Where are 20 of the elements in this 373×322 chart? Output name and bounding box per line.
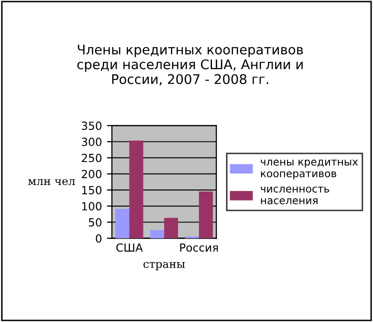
y-tick-label: 100 bbox=[82, 202, 102, 210]
y-tick-label: 300 bbox=[82, 138, 102, 146]
y-tick-label: 250 bbox=[82, 154, 102, 162]
y-tick-label: 200 bbox=[82, 170, 102, 178]
y-tick-label: 150 bbox=[82, 186, 102, 194]
bar bbox=[115, 208, 130, 238]
chart-title: Члены кредитных кооперативов среди населения США, Англии и России, 2007 - 2008 гг. bbox=[77, 44, 303, 86]
x-axis-title: страны bbox=[143, 262, 185, 270]
y-tick-label: 0 bbox=[96, 234, 102, 243]
bar bbox=[150, 230, 164, 238]
y-tick-label: 50 bbox=[88, 218, 102, 227]
bar bbox=[129, 140, 144, 238]
y-axis-title: млн чел bbox=[28, 179, 76, 186]
legend-label: члены кредитных кооперативов bbox=[260, 160, 358, 180]
bar bbox=[198, 192, 213, 238]
x-tick-label: США bbox=[116, 243, 143, 252]
x-tick-label: Россия bbox=[180, 243, 218, 252]
bar bbox=[164, 218, 178, 238]
y-tick-label: 350 bbox=[82, 122, 102, 130]
legend-label: численность населения bbox=[260, 186, 330, 204]
